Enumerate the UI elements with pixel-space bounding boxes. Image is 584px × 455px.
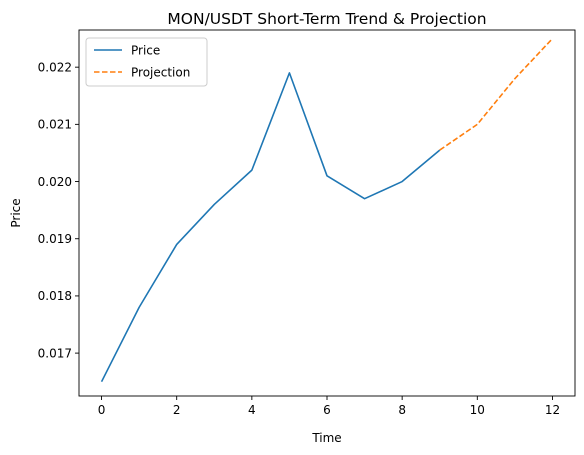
- legend: Price Projection: [85, 37, 208, 87]
- legend-label-price: Price: [131, 44, 160, 58]
- y-axis-label: Price: [9, 198, 23, 227]
- series-line-price: [100, 72, 441, 383]
- y-tick-label: 0.017: [38, 346, 72, 360]
- y-tick-label: 0.022: [38, 60, 72, 74]
- x-tick-label: 8: [398, 403, 406, 417]
- y-tick-label: 0.019: [38, 232, 72, 246]
- y-tick-label: 0.020: [38, 175, 72, 189]
- x-axis-label: Time: [311, 431, 341, 445]
- x-tick-label: 4: [248, 403, 256, 417]
- series-layer: [100, 38, 554, 383]
- series-line-projection: [439, 38, 554, 151]
- legend-label-projection: Projection: [131, 66, 190, 80]
- x-tick-label: 2: [173, 403, 181, 417]
- x-tick-label: 0: [98, 403, 106, 417]
- x-tick-label: 10: [470, 403, 485, 417]
- x-axis: 0 2 4 6 8 10 12: [98, 396, 560, 417]
- y-axis: 0.017 0.018 0.019 0.020 0.021 0.022: [38, 60, 79, 360]
- y-tick-label: 0.018: [38, 289, 72, 303]
- y-tick-label: 0.021: [38, 118, 72, 132]
- x-tick-label: 12: [545, 403, 560, 417]
- x-tick-label: 6: [323, 403, 331, 417]
- chart-title: MON/USDT Short-Term Trend & Projection: [167, 10, 486, 28]
